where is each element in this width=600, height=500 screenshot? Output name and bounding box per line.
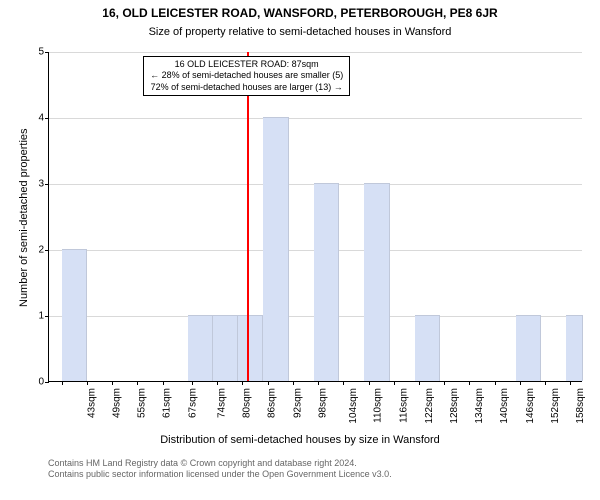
x-tick-mark <box>394 381 395 385</box>
x-tick-mark <box>293 381 294 385</box>
x-tick-label: 158sqm <box>575 388 586 424</box>
y-tick-label: 2 <box>38 245 49 256</box>
x-tick-mark <box>545 381 546 385</box>
chart-title-sub: Size of property relative to semi-detach… <box>0 26 600 38</box>
x-tick-mark <box>343 381 344 385</box>
y-axis-label: Number of semi-detached properties <box>18 128 30 307</box>
histogram-bar <box>566 315 583 381</box>
x-axis-label: Distribution of semi-detached houses by … <box>0 434 600 446</box>
x-tick-label: 110sqm <box>373 388 384 423</box>
gridline <box>49 118 582 119</box>
x-tick-mark <box>318 381 319 385</box>
x-tick-label: 49sqm <box>111 388 122 418</box>
x-tick-mark <box>520 381 521 385</box>
histogram-bar <box>238 315 263 381</box>
chart-title-main: 16, OLD LEICESTER ROAD, WANSFORD, PETERB… <box>0 6 600 20</box>
y-tick-label: 3 <box>38 179 49 190</box>
x-tick-mark <box>268 381 269 385</box>
x-tick-mark <box>369 381 370 385</box>
histogram-bar <box>62 249 87 381</box>
y-tick-label: 0 <box>38 377 49 388</box>
x-tick-label: 80sqm <box>242 388 253 418</box>
histogram-bar <box>364 183 389 381</box>
x-tick-label: 116sqm <box>398 388 409 423</box>
x-tick-label: 128sqm <box>449 388 460 424</box>
x-tick-mark <box>192 381 193 385</box>
annotation-box: 16 OLD LEICESTER ROAD: 87sqm ← 28% of se… <box>143 56 350 96</box>
x-tick-mark <box>112 381 113 385</box>
x-tick-label: 67sqm <box>187 388 198 418</box>
x-tick-label: 55sqm <box>137 388 148 418</box>
footer-line-1: Contains HM Land Registry data © Crown c… <box>48 458 392 469</box>
x-tick-label: 140sqm <box>500 388 511 424</box>
y-tick-label: 5 <box>38 47 49 58</box>
x-tick-mark <box>242 381 243 385</box>
x-tick-mark <box>419 381 420 385</box>
histogram-bar <box>263 117 288 381</box>
x-tick-label: 134sqm <box>474 388 485 424</box>
x-tick-label: 98sqm <box>317 388 328 418</box>
footer-line-2: Contains public sector information licen… <box>48 469 392 480</box>
x-tick-label: 152sqm <box>550 388 561 424</box>
plot-area: 16 OLD LEICESTER ROAD: 87sqm ← 28% of se… <box>48 52 582 382</box>
x-tick-mark <box>495 381 496 385</box>
histogram-bar <box>314 183 339 381</box>
x-tick-label: 43sqm <box>86 388 97 418</box>
x-tick-label: 122sqm <box>424 388 435 424</box>
x-tick-mark <box>570 381 571 385</box>
footer-attribution: Contains HM Land Registry data © Crown c… <box>48 458 392 480</box>
x-tick-mark <box>87 381 88 385</box>
histogram-bar <box>188 315 213 381</box>
x-tick-mark <box>163 381 164 385</box>
marker-line <box>247 52 249 381</box>
x-tick-mark <box>444 381 445 385</box>
histogram-bar <box>213 315 238 381</box>
y-tick-label: 1 <box>38 311 49 322</box>
x-tick-label: 74sqm <box>216 388 227 418</box>
x-tick-mark <box>469 381 470 385</box>
x-tick-label: 104sqm <box>348 388 359 424</box>
annotation-line-2: ← 28% of semi-detached houses are smalle… <box>150 70 343 81</box>
chart-container: 16, OLD LEICESTER ROAD, WANSFORD, PETERB… <box>0 0 600 500</box>
gridline <box>49 52 582 53</box>
histogram-bar <box>516 315 541 381</box>
y-tick-label: 4 <box>38 113 49 124</box>
x-tick-label: 86sqm <box>267 388 278 418</box>
x-tick-mark <box>217 381 218 385</box>
annotation-line-1: 16 OLD LEICESTER ROAD: 87sqm <box>150 59 343 70</box>
annotation-line-3: 72% of semi-detached houses are larger (… <box>150 82 343 93</box>
x-tick-mark <box>62 381 63 385</box>
x-tick-label: 92sqm <box>292 388 303 418</box>
x-tick-label: 61sqm <box>162 388 173 418</box>
histogram-bar <box>415 315 440 381</box>
x-tick-label: 146sqm <box>525 388 536 424</box>
x-tick-mark <box>137 381 138 385</box>
